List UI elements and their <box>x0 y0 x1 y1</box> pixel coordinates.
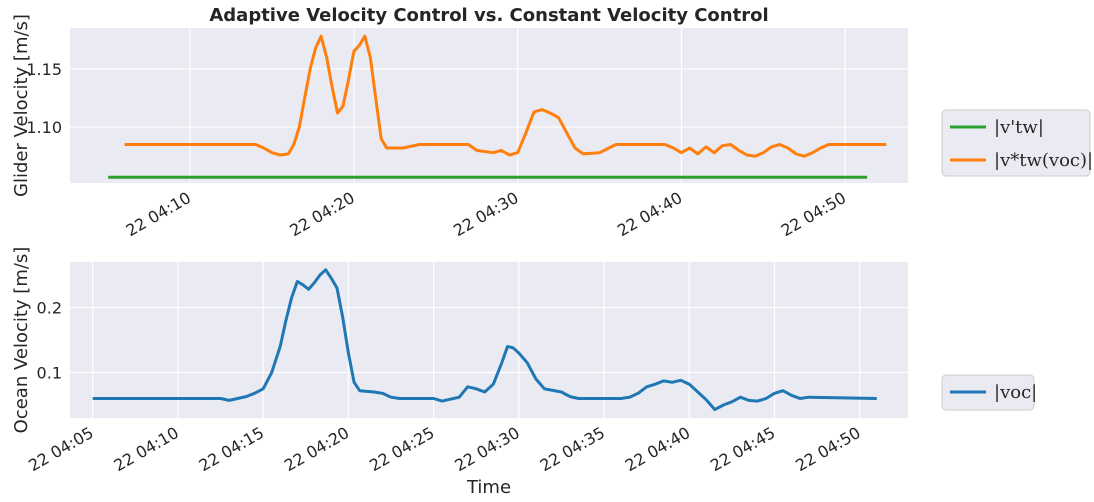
bottom-y-axis-label: Ocean Velocity [m/s] <box>11 247 32 434</box>
legend-box <box>941 374 1035 411</box>
bottom-grid <box>70 262 908 418</box>
x-tick-label: 22 04:10 <box>110 423 181 475</box>
y-tick-label: 0.1 <box>37 364 62 383</box>
top-plot-area <box>70 28 908 183</box>
y-tick-label: 0.2 <box>37 299 62 318</box>
chart-title: Adaptive Velocity Control vs. Constant V… <box>209 5 768 26</box>
x-tick-label: 22 04:40 <box>622 423 693 475</box>
legend-label: |voc| <box>994 382 1037 403</box>
x-tick-label: 22 04:50 <box>792 423 863 475</box>
legend-label: |v*tw(voc)| <box>994 150 1093 171</box>
x-tick-label: 22 04:05 <box>25 423 96 475</box>
x-tick-label: 22 04:10 <box>123 188 194 240</box>
y-tick-label: 1.15 <box>26 60 62 79</box>
x-axis-label: Time <box>466 477 511 498</box>
top-series <box>108 34 887 179</box>
x-tick-label: 22 04:35 <box>537 423 608 475</box>
x-tick-label: 22 04:40 <box>614 188 685 240</box>
top-grid <box>70 28 908 183</box>
top-legend: |v'tw| |v*tw(voc)| <box>941 109 1093 177</box>
top-y-axis-label: Glider Velocity [m/s] <box>11 14 32 197</box>
bottom-legend: |voc| <box>941 374 1037 411</box>
x-tick-label: 22 04:20 <box>281 423 352 475</box>
legend-label: |v'tw| <box>994 117 1044 138</box>
x-tick-label: 22 04:50 <box>778 188 849 240</box>
y-tick-label: 1.10 <box>26 118 62 137</box>
series-line <box>124 34 887 158</box>
x-tick-label: 22 04:30 <box>450 188 521 240</box>
x-tick-label: 22 04:15 <box>196 423 267 475</box>
top-panel: 1.10 1.15 22 04:10 22 04:20 22 04:30 22 04:40… <box>11 5 1093 240</box>
x-tick-label: 22 04:30 <box>451 423 522 475</box>
series-line <box>92 268 877 412</box>
bottom-series <box>92 268 877 412</box>
x-tick-label: 22 04:20 <box>286 188 357 240</box>
bottom-plot-area <box>70 262 908 418</box>
x-tick-label: 22 04:45 <box>707 423 778 475</box>
x-tick-label: 22 04:25 <box>366 423 437 475</box>
bottom-panel: 0.1 0.2 22 04:05 22 04:10 22 04:15 22 04:20 22… <box>11 247 1037 498</box>
